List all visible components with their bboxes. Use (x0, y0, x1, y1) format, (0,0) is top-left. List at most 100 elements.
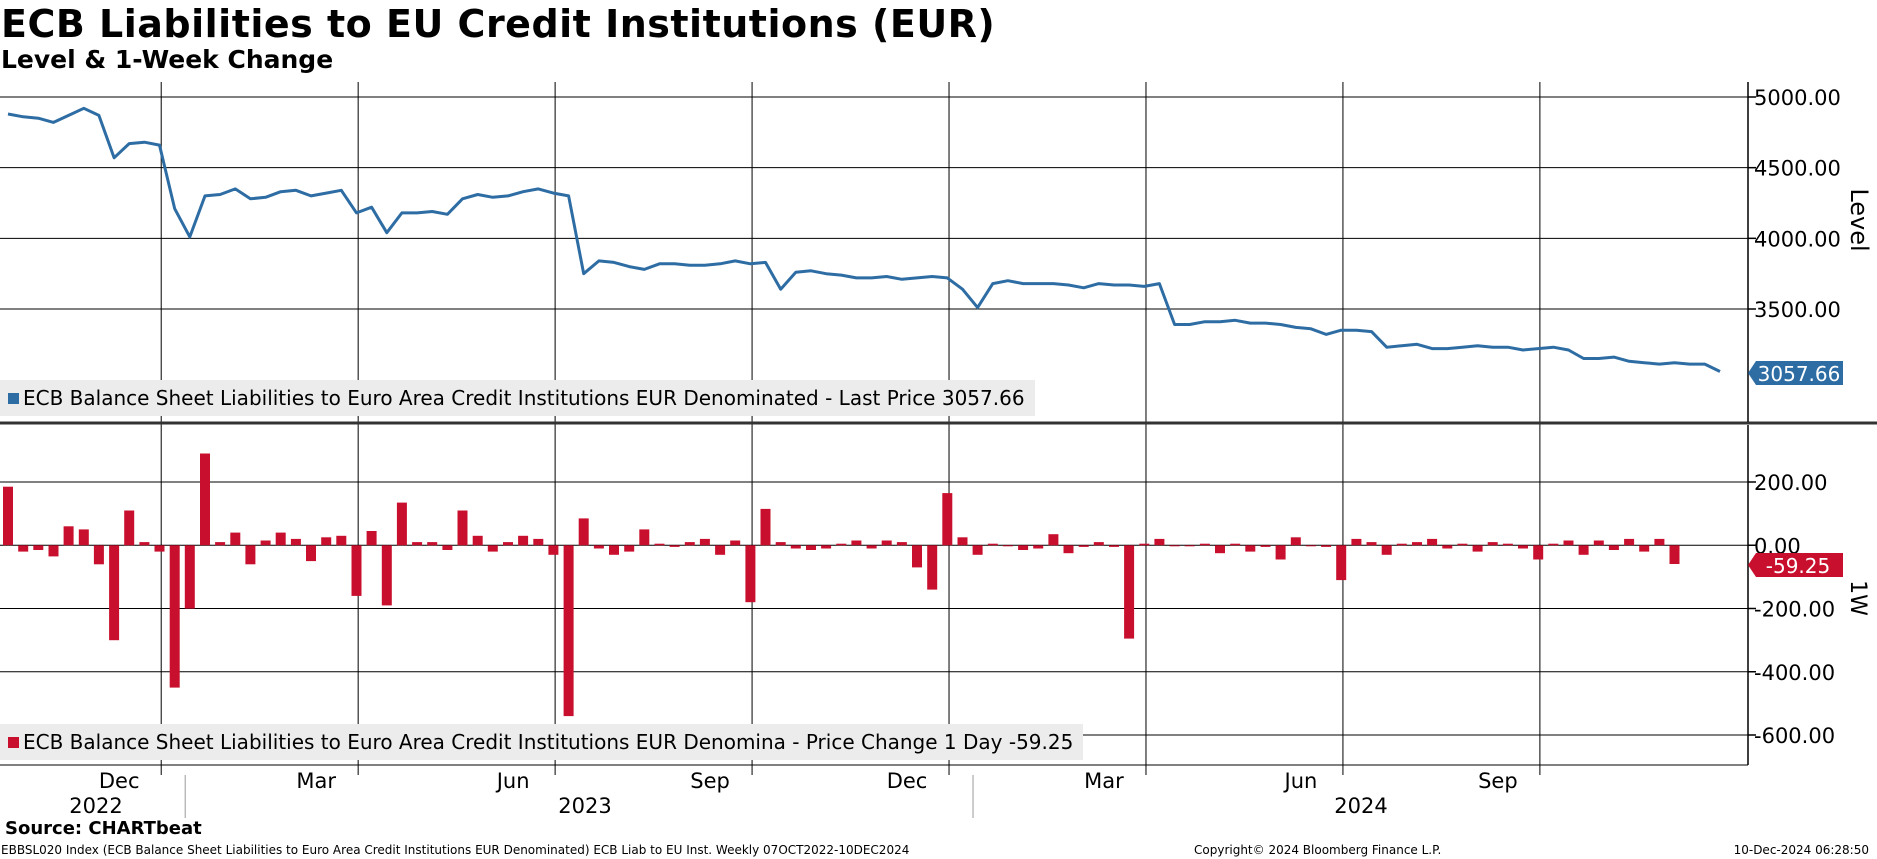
change-bar (366, 531, 377, 546)
change-bar (1290, 537, 1301, 546)
change-bar (760, 508, 771, 546)
change-bar (1608, 545, 1619, 550)
chart-subtitle: Level & 1-Week Change (1, 45, 334, 74)
change-bar (609, 545, 619, 555)
change-bar (1063, 545, 1074, 554)
change-bar (684, 542, 695, 546)
change-bar (1669, 545, 1680, 564)
xtick-label: Dec (99, 769, 140, 793)
change-bar (427, 542, 438, 546)
change-bar (1366, 542, 1377, 546)
change-bar (1518, 545, 1528, 549)
xtick-label: Dec (887, 769, 928, 793)
change-bar (306, 545, 316, 562)
change-bar (18, 545, 29, 552)
change-bar (1563, 540, 1574, 546)
change-bar (1305, 545, 1316, 547)
change-bar (200, 453, 210, 546)
bottom-y-ticks: 200.000.00-200.00-400.00-600.00 (1748, 471, 1835, 748)
change-bar (821, 545, 832, 549)
legend-change: ECB Balance Sheet Liabilities to Euro Ar… (0, 724, 1084, 760)
footer-copyright: Copyright© 2024 Bloomberg Finance L.P. (1194, 843, 1442, 857)
change-bar (230, 532, 241, 546)
change-bar (1139, 543, 1150, 546)
legend-level-swatch (8, 393, 19, 404)
top-ytick-label: 5000.00 (1754, 86, 1841, 110)
xtick-label: Mar (1084, 769, 1124, 793)
change-bar (1487, 542, 1498, 546)
bottom-panel-gridlines (0, 481, 1748, 736)
change-bar (1078, 545, 1089, 547)
change-bar (1154, 538, 1165, 546)
change-bar (1002, 545, 1013, 547)
change-bar (154, 545, 165, 552)
x-axis-ticks: Dec Mar Jun Sep Dec Mar Jun Sep (99, 765, 1541, 793)
bottom-ytick-label: -600.00 (1754, 724, 1835, 748)
change-bar (790, 545, 801, 549)
change-bar (987, 543, 998, 546)
change-bar (396, 502, 407, 546)
change-bar (654, 543, 665, 546)
top-ytick-label: 4000.00 (1754, 227, 1841, 251)
change-bar (442, 545, 453, 550)
change-bar (1018, 545, 1029, 550)
change-bar (912, 545, 922, 568)
change-bar (78, 529, 89, 546)
change-bar (1109, 545, 1119, 547)
change-bar (503, 542, 513, 546)
change-bar (1215, 545, 1225, 554)
change-bar (1427, 538, 1438, 546)
change-bar (775, 542, 786, 546)
change-bar (972, 545, 983, 555)
xtick-label: Jun (1283, 769, 1318, 793)
change-bar (927, 545, 938, 590)
change-bar (1472, 545, 1483, 552)
year-label: 2023 (558, 794, 611, 818)
change-bar (109, 545, 120, 641)
change-bars (3, 453, 1680, 717)
xtick-label: Jun (495, 769, 530, 793)
change-bar (518, 535, 529, 546)
top-ytick-label: 3500.00 (1754, 298, 1841, 322)
change-bar (381, 545, 392, 606)
change-bar (593, 545, 604, 549)
change-bar (1624, 538, 1635, 546)
xtick-label: Sep (690, 769, 730, 793)
change-bar (1321, 545, 1332, 547)
change-bar (1230, 543, 1241, 546)
change-bar (1593, 540, 1604, 546)
change-bar (1381, 545, 1392, 555)
legend-change-text: ECB Balance Sheet Liabilities to Euro Ar… (23, 730, 1074, 754)
top-y-ticks: 5000.00 4500.00 4000.00 3500.00 (1748, 86, 1841, 322)
change-bar (260, 540, 271, 546)
change-bar (457, 510, 468, 546)
change-bar (1184, 545, 1195, 547)
change-bar (942, 493, 953, 546)
change-bar (533, 538, 544, 546)
change-bar (1412, 542, 1422, 546)
change-bar (896, 542, 907, 546)
change-bar (624, 545, 635, 552)
last-change-value: -59.25 (1766, 554, 1830, 578)
change-bar (548, 545, 559, 555)
footer-ticker-description: EBBSL020 Index (ECB Balance Sheet Liabil… (1, 843, 910, 857)
change-bar (881, 540, 892, 546)
legend-change-swatch (8, 737, 19, 748)
change-bar (730, 540, 741, 546)
last-price-value: 3057.66 (1758, 362, 1841, 386)
change-bar (715, 545, 726, 555)
year-labels: 2022 2023 2024 (69, 775, 1388, 818)
xtick-label: Sep (1478, 769, 1518, 793)
top-y-axis-label: Level (1845, 188, 1873, 251)
change-bar (169, 545, 180, 688)
change-bar (1639, 545, 1650, 552)
change-bar (215, 542, 226, 546)
change-bar (851, 540, 862, 546)
last-price-badge: 3057.66 (1748, 361, 1843, 386)
year-label: 2024 (1334, 794, 1387, 818)
change-bar (1502, 543, 1513, 546)
year-label: 2022 (69, 794, 122, 818)
bottom-y-axis-label: 1W (1845, 580, 1870, 616)
legend-level-text: ECB Balance Sheet Liabilities to Euro Ar… (23, 386, 1025, 410)
change-bar (48, 545, 59, 557)
